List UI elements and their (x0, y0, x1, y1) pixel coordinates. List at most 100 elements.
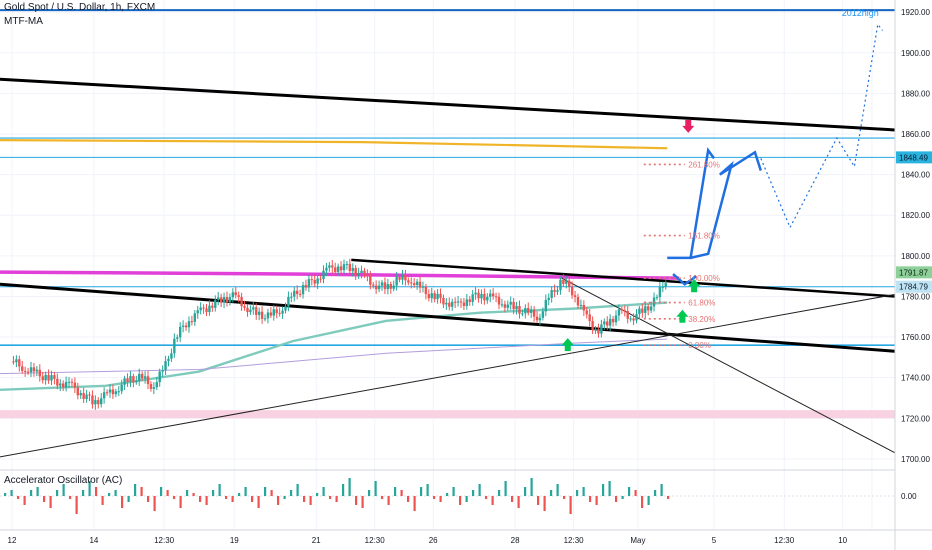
oscillator-bar (374, 481, 377, 496)
candle-body (278, 312, 281, 314)
candle-body (626, 311, 629, 319)
candle-body (70, 381, 74, 383)
candle-body (152, 387, 156, 389)
green-up-arrow-icon (688, 279, 701, 293)
oscillator-bar (303, 496, 306, 502)
oscillator-bar (537, 496, 540, 505)
candle-body (319, 278, 322, 280)
oscillator-bar (589, 496, 592, 502)
candle-body (82, 393, 85, 399)
oscillator-bar (257, 496, 260, 508)
rising-trend-line[interactable] (0, 293, 896, 458)
candle-body (275, 309, 278, 313)
oscillator-bar (628, 487, 631, 496)
symbol-legend: Gold Spot / U.S. Dollar, 1h, FXCM (4, 2, 156, 13)
candle-body (100, 398, 103, 405)
oscillator-bar (23, 496, 26, 505)
candle-body (489, 293, 492, 297)
candle-body (374, 285, 378, 290)
candle-body (568, 280, 571, 287)
oscillator-bar (134, 484, 137, 496)
candle-body (208, 305, 211, 313)
candle-body (535, 316, 539, 321)
wedge-top-line[interactable] (351, 258, 896, 298)
oscillator-bar (511, 496, 514, 502)
candle-body (255, 307, 258, 315)
candle-body (307, 279, 311, 288)
candle-body (573, 295, 577, 298)
candle-body (272, 309, 275, 316)
candle-body (550, 290, 553, 298)
oscillator-bar (524, 487, 527, 496)
oscillator-bar (608, 481, 611, 496)
candle-body (266, 312, 270, 319)
candle-body (559, 279, 562, 291)
oscillator-bar (166, 490, 169, 496)
candle-body (646, 306, 650, 311)
candle-body (281, 310, 284, 314)
candle-body (638, 308, 641, 315)
candle-body (486, 296, 489, 301)
candle-body (345, 263, 349, 265)
candle-body (386, 284, 390, 290)
oscillator-bar (43, 496, 46, 502)
price-badge (896, 266, 932, 279)
candle-body (88, 394, 91, 396)
candle-body (21, 366, 24, 371)
candle-body (527, 308, 530, 313)
fib-level-label: 261.80% (688, 160, 720, 169)
oscillator-bar (231, 496, 234, 502)
candle-body (219, 297, 223, 303)
candle-body (421, 286, 425, 288)
candle-body (541, 311, 545, 318)
oscillator-bar (569, 496, 572, 514)
candle-body (398, 277, 401, 280)
candle-body (304, 285, 308, 288)
candle-body (257, 311, 261, 315)
candle-body (44, 374, 47, 381)
candle-body (392, 285, 395, 289)
oscillator-bar (595, 496, 598, 505)
oscillator-bar (160, 487, 163, 496)
candle-body (196, 310, 199, 314)
falling-trend-line[interactable] (561, 277, 896, 454)
candle-body (190, 321, 194, 323)
candle-body (146, 376, 150, 384)
oscillator-bar (446, 493, 449, 496)
oscillator-bar (218, 484, 221, 496)
price-badge-label: 1784.79 (899, 283, 928, 292)
candle-body (120, 384, 123, 392)
candle-body (600, 324, 603, 334)
candle-body (641, 308, 644, 313)
candle-body (243, 306, 246, 308)
candle-body (35, 369, 39, 372)
candle-body (79, 393, 82, 396)
green-up-arrow-icon (676, 309, 689, 323)
oscillator-bar (641, 496, 644, 508)
candle-body (53, 375, 56, 379)
candle-body (383, 282, 387, 290)
candle-body (380, 282, 384, 286)
candle-body (468, 299, 471, 302)
channel-top-line[interactable] (0, 77, 896, 132)
fib-level-label: 100.00% (688, 274, 720, 283)
oscillator-bar (335, 496, 338, 502)
candle-body (18, 359, 21, 367)
candle-body (415, 281, 419, 285)
candle-body (26, 371, 30, 373)
candle-body (515, 305, 518, 310)
candle-body (105, 392, 109, 394)
candle-body (246, 307, 249, 313)
candle-body (298, 294, 302, 296)
oscillator-bar (114, 490, 117, 496)
oscillator-bar (192, 493, 195, 496)
oscillator-title: Accelerator Oscillator (AC) (4, 475, 123, 486)
candle-body (217, 297, 220, 300)
candle-body (29, 367, 33, 373)
candle-body (521, 313, 524, 315)
candle-body (138, 373, 141, 381)
channel-bottom-line[interactable] (0, 282, 896, 353)
candle-body (222, 297, 226, 303)
candle-body (603, 321, 606, 325)
